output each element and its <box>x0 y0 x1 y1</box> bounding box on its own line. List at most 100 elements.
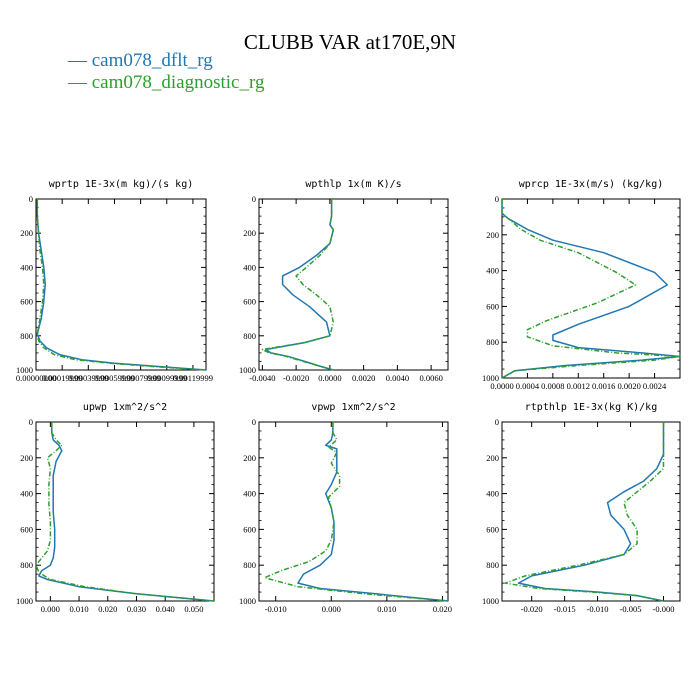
legend-entry-diagnostic: — cam078_diagnostic_rg <box>68 72 264 94</box>
series-line-1-0 <box>265 199 335 371</box>
x-tick-label-1-2: 0.0000 <box>318 373 341 383</box>
y-tick-label-2-0: 0 <box>495 194 499 204</box>
legend-entry-dflt: — cam078_dflt_rg <box>68 50 264 72</box>
panel-frame-0 <box>35 198 207 371</box>
y-tick-label-3-2: 400 <box>20 489 33 499</box>
x-tick-label-4-1: 0.000 <box>322 604 341 614</box>
series-line-4-1 <box>263 422 449 602</box>
x-tick-label-3-0: 0.000 <box>41 604 60 614</box>
y-tick-label-3-5: 1000 <box>16 596 33 606</box>
figure-title: CLUBB VAR at170E,9N <box>243 30 457 54</box>
x-tick-label-5-4: -0.000 <box>653 604 675 614</box>
y-tick-label-2-3: 600 <box>486 301 499 311</box>
y-tick-label-4-5: 1000 <box>239 596 256 606</box>
series-line-3-1 <box>35 422 215 602</box>
y-tick-label-0-0: 0 <box>29 194 33 204</box>
x-tick-label-4-0: -0.010 <box>265 604 287 614</box>
legend: — cam078_dflt_rg — cam078_diagnostic_rg <box>68 50 264 94</box>
series-line-0-1 <box>36 199 207 371</box>
y-tick-label-1-1: 200 <box>243 228 256 238</box>
y-tick-label-4-1: 200 <box>243 453 256 463</box>
legend-label-dflt: cam078_dflt_rg <box>91 50 213 71</box>
y-tick-label-0-1: 200 <box>20 228 33 238</box>
panel-title-1: wpthlp 1x(m K)/s <box>305 179 401 190</box>
y-tick-label-2-5: 1000 <box>482 373 499 383</box>
panel-frame-5 <box>501 421 681 602</box>
y-tick-label-2-4: 800 <box>486 337 499 347</box>
x-tick-label-2-3: 0.0012 <box>567 381 590 391</box>
x-tick-label-1-0: -0.0040 <box>249 373 275 383</box>
x-tick-label-5-2: -0.010 <box>587 604 609 614</box>
x-tick-label-4-3: 0.020 <box>433 604 452 614</box>
series-line-3-0 <box>38 422 215 602</box>
y-tick-label-1-0: 0 <box>252 194 256 204</box>
x-tick-label-0-0: 0.00000000 <box>16 373 56 383</box>
series-line-5-0 <box>517 422 665 602</box>
x-tick-label-1-5: 0.0060 <box>419 373 442 383</box>
legend-swatch-dflt: — <box>68 50 92 71</box>
x-tick-label-4-2: 0.010 <box>377 604 396 614</box>
series-line-4-0 <box>297 422 449 602</box>
panel-title-2: wprcp 1E-3x(m/s) (kg/kg) <box>519 179 664 190</box>
x-tick-label-2-5: 0.0020 <box>617 381 640 391</box>
x-tick-label-0-3: 0.00059999 <box>94 373 134 383</box>
x-tick-label-5-1: -0.015 <box>554 604 576 614</box>
y-tick-label-1-2: 400 <box>243 262 256 272</box>
y-tick-label-5-1: 200 <box>486 453 499 463</box>
x-tick-label-2-1: 0.0004 <box>516 381 540 391</box>
series-line-0-0 <box>36 199 207 371</box>
legend-label-diagnostic: cam078_diagnostic_rg <box>91 72 265 93</box>
panel-title-0: wprtp 1E-3x(m kg)/(s kg) <box>49 179 194 190</box>
series-line-2-0 <box>501 199 681 379</box>
series-line-2-1 <box>501 199 681 379</box>
y-tick-label-5-0: 0 <box>495 417 499 427</box>
y-tick-label-0-4: 800 <box>20 331 33 341</box>
x-tick-label-3-1: 0.010 <box>70 604 89 614</box>
y-tick-label-1-5: 1000 <box>239 365 256 375</box>
panel-frame-3 <box>35 421 215 602</box>
panel-frame-4 <box>258 421 449 602</box>
y-tick-label-4-4: 800 <box>243 560 256 570</box>
x-tick-label-0-1: 0.00019999 <box>42 373 82 383</box>
panel-title-4: vpwp 1xm^2/s^2 <box>311 402 395 413</box>
y-tick-label-1-4: 800 <box>243 331 256 341</box>
x-tick-label-2-4: 0.0016 <box>592 381 615 391</box>
y-tick-label-4-0: 0 <box>252 417 256 427</box>
y-tick-label-5-3: 600 <box>486 524 499 534</box>
x-tick-label-3-3: 0.030 <box>127 604 146 614</box>
y-tick-label-4-2: 400 <box>243 489 256 499</box>
y-tick-label-0-2: 400 <box>20 262 33 272</box>
series-line-5-1 <box>504 422 665 602</box>
legend-swatch-diagnostic: — <box>68 72 92 93</box>
y-tick-label-5-4: 800 <box>486 560 499 570</box>
y-tick-label-4-3: 600 <box>243 524 256 534</box>
y-tick-label-5-2: 400 <box>486 489 499 499</box>
x-tick-label-0-6: 0.00119999 <box>173 373 213 383</box>
panel-frame-1 <box>258 198 449 371</box>
y-tick-label-3-3: 600 <box>20 524 33 534</box>
x-tick-label-3-4: 0.040 <box>156 604 175 614</box>
x-tick-label-0-4: 0.00079999 <box>120 373 160 383</box>
x-tick-label-3-5: 0.050 <box>184 604 203 614</box>
panel-title-5: rtpthlp 1E-3x(kg K)/kg <box>525 402 657 413</box>
y-tick-label-3-1: 200 <box>20 453 33 463</box>
x-tick-label-1-3: 0.0020 <box>352 373 375 383</box>
x-tick-label-3-2: 0.020 <box>98 604 117 614</box>
y-tick-label-2-2: 400 <box>486 266 499 276</box>
x-tick-label-0-2: 0.00039999 <box>68 373 108 383</box>
y-tick-label-1-3: 600 <box>243 297 256 307</box>
x-tick-label-1-4: 0.0040 <box>386 373 409 383</box>
x-tick-label-1-1: -0.0020 <box>283 373 309 383</box>
y-tick-label-2-1: 200 <box>486 230 499 240</box>
y-tick-label-0-3: 600 <box>20 297 33 307</box>
x-tick-label-5-3: -0.005 <box>620 604 642 614</box>
series-line-1-1 <box>261 199 335 371</box>
x-tick-label-2-6: 0.0024 <box>643 381 667 391</box>
y-tick-label-3-0: 0 <box>29 417 33 427</box>
x-tick-label-2-2: 0.0008 <box>541 381 564 391</box>
x-tick-label-0-5: 0.00099999 <box>147 373 187 383</box>
y-tick-label-0-5: 1000 <box>16 365 33 375</box>
y-tick-label-5-5: 1000 <box>482 596 499 606</box>
y-tick-label-3-4: 800 <box>20 560 33 570</box>
